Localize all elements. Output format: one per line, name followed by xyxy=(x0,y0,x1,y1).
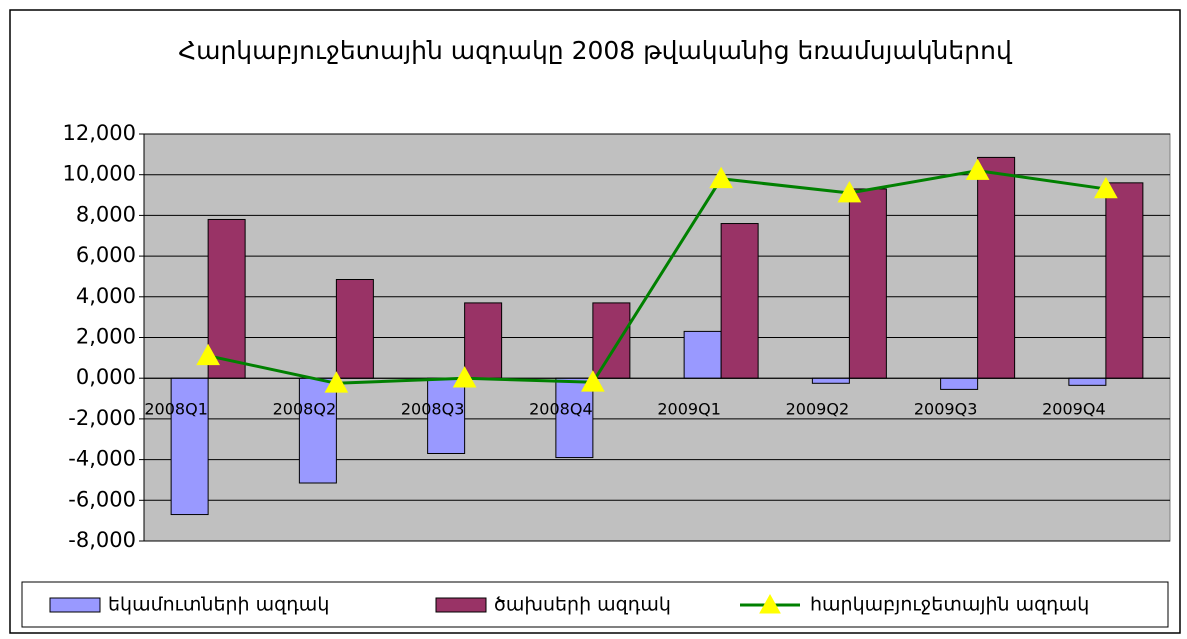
y-tick-label: 12,000 xyxy=(63,121,136,145)
marker xyxy=(324,371,349,393)
marker xyxy=(452,366,477,388)
y-tick-label: 0,000 xyxy=(76,365,136,389)
marker xyxy=(196,343,220,366)
y-tick-label: 4,000 xyxy=(76,284,136,308)
bar xyxy=(977,156,1016,379)
marker xyxy=(1094,176,1118,199)
bar xyxy=(683,330,722,379)
bar xyxy=(1105,182,1144,379)
chart-title: Հարկաբյուջետային ազդակը 2008 թվականից եռ… xyxy=(178,36,1013,65)
bar xyxy=(940,377,979,390)
legend-marker xyxy=(759,593,781,614)
x-tick-label: 2008Q3 xyxy=(401,400,465,419)
legend-swatch xyxy=(49,597,101,613)
line xyxy=(207,169,1107,385)
bar xyxy=(170,377,209,516)
bar xyxy=(427,377,466,454)
bar xyxy=(720,223,759,379)
y-tick-label: 10,000 xyxy=(63,162,136,186)
legend-label: ծախսերի ազդակ xyxy=(494,594,671,616)
y-tick-label: 2,000 xyxy=(76,325,136,349)
marker xyxy=(709,166,733,189)
x-tick-label: 2009Q1 xyxy=(657,400,721,419)
y-tick-label: 8,000 xyxy=(76,202,136,226)
bar xyxy=(1068,377,1107,386)
marker xyxy=(965,158,990,180)
x-tick-label: 2008Q4 xyxy=(529,400,593,419)
y-tick-label: -6,000 xyxy=(68,487,136,511)
legend-swatch xyxy=(435,597,487,613)
bar xyxy=(298,377,337,484)
bar xyxy=(207,218,246,379)
legend-label: եկամուտների ազդակ xyxy=(108,594,329,616)
y-tick-label: -4,000 xyxy=(68,447,136,471)
x-tick-label: 2009Q2 xyxy=(786,400,850,419)
x-tick-label: 2008Q2 xyxy=(273,400,337,419)
y-tick-label: 6,000 xyxy=(76,243,136,267)
bar xyxy=(592,302,631,379)
y-tick-label: -2,000 xyxy=(68,406,136,430)
marker xyxy=(581,370,605,392)
bar xyxy=(811,377,850,384)
legend-label: հարկաբյուջետային ազդակ xyxy=(810,594,1089,616)
legend-box xyxy=(21,581,1169,628)
bar xyxy=(848,188,887,379)
marker xyxy=(837,180,862,203)
y-tick-label: -8,000 xyxy=(68,528,136,552)
x-tick-label: 2009Q3 xyxy=(914,400,978,419)
x-tick-label: 2008Q1 xyxy=(144,400,208,419)
bar xyxy=(335,279,374,379)
bar xyxy=(464,302,503,379)
x-tick-label: 2009Q4 xyxy=(1042,400,1106,419)
